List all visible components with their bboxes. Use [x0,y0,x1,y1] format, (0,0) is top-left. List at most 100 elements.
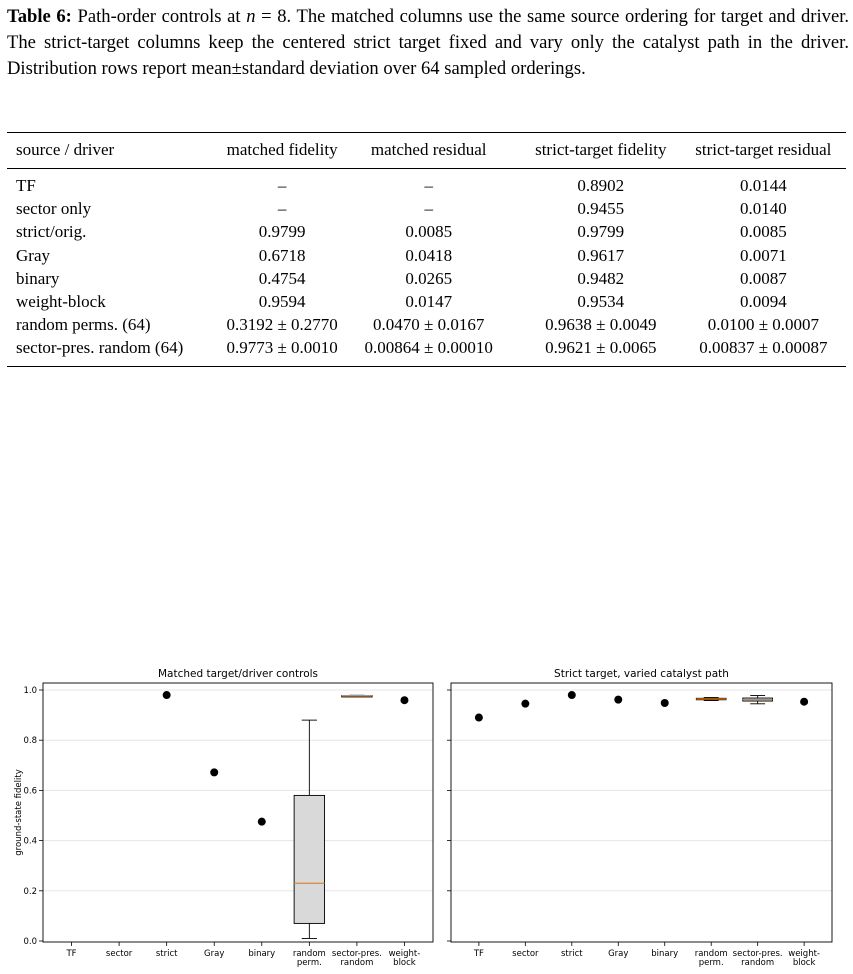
value-cell: – [277,176,287,195]
header-matched-fidelity: matched fidelity [213,132,351,169]
value-cell: 0.9594 [258,292,306,312]
x-tick-label: sector [106,949,133,959]
table-row: sector only – – 0.9455 0.0140 [7,197,846,220]
row-label-cell: TF [16,176,36,195]
x-tick-label: binary [651,949,678,959]
table-header-row: source / driver matched fidelity matched… [7,132,846,169]
y-tick-label: 1.0 [23,686,37,696]
value-cell: 0.00837 ± 0.00087 [680,336,846,367]
value-cell: 0.0418 [405,245,453,265]
box-body [293,794,326,924]
x-tick-label: random perm. [293,949,326,968]
value-cell: 0.0085 [405,222,453,242]
y-tick-label: 0.2 [23,887,37,897]
x-tick-label: strict [156,949,178,959]
value-cell: 0.8902 [577,176,625,195]
x-tick-label: strict [561,949,583,959]
header-strict-target-residual: strict-target residual [680,132,846,169]
row-label-cell: strict/orig. [16,222,87,242]
results-table: source / driver matched fidelity matched… [7,132,846,367]
row-label-cell: random perms. (64) [16,315,151,335]
table-row: binary 0.4754 0.0265 0.9482 0.0087 [7,267,846,290]
row-label-cell: Gray [16,245,50,265]
data-point [521,699,530,708]
value-cell: 0.0265 [405,268,453,288]
row-label-cell: sector-pres. random (64) [7,336,214,367]
data-point [474,713,483,722]
value-cell: 0.9617 [577,245,625,265]
data-point [400,696,409,705]
data-point [567,691,576,700]
y-tick-label: 0.4 [23,837,37,847]
table-body: TF – – 0.8902 0.0144 sector only – – 0.9455 0.014… [7,169,846,367]
fidelity-figure: Matched target/driver controls 0.0 0.2 0.4 0… [14,668,833,968]
value-cell: 0.0140 [739,199,787,219]
data-point [800,697,809,706]
data-point [257,817,266,826]
value-cell: 0.9799 [577,222,625,242]
y-axis-label: ground-state fidelity [14,769,24,855]
x-tick-label: Gray [204,949,224,959]
value-cell: 0.0147 [405,292,453,312]
value-cell: 0.9638 ± 0.0049 [545,315,657,335]
panel-title: Strict target, varied catalyst path [554,668,729,680]
data-point [614,695,623,704]
value-cell: 0.9799 [258,222,306,242]
data-point [162,691,171,700]
caption-text-rest: = 8. The matched columns use the same so… [7,6,850,79]
table-row: weight-block 0.9594 0.0147 0.9534 0.0094 [7,290,846,313]
value-cell: – [277,199,287,219]
caption-text-start: Path-order controls at [77,6,247,27]
table-row: strict/orig. 0.9799 0.0085 0.9799 0.0085 [7,220,846,243]
x-tick-label: random perm. [695,949,728,968]
y-tick-label: 0.6 [23,786,37,796]
table-row: TF – – 0.8902 0.0144 [7,169,846,198]
value-cell: 0.0144 [739,176,787,195]
panel-title: Matched target/driver controls [158,668,318,680]
value-cell: 0.4754 [258,268,306,288]
x-tick-label: Gray [608,949,628,959]
table-row: random perms. (64) 0.3192 ± 0.2770 0.0470 … [7,313,846,336]
value-cell: 0.0087 [739,268,787,288]
value-cell: 0.3192 ± 0.2770 [226,315,338,335]
plot-frame [42,682,434,943]
y-tick-label: 0.0 [23,937,37,947]
value-cell: 0.0085 [739,222,787,242]
data-point [660,699,669,708]
y-tick-label: 0.8 [23,736,37,746]
row-label-cell: sector only [16,199,92,219]
table-row: Gray 0.6718 0.0418 0.9617 0.0071 [7,244,846,267]
x-tick-label: weight-block [389,949,421,968]
value-cell: 0.9482 [577,268,625,288]
x-tick-label: TF [65,949,76,959]
value-cell: 0.0100 ± 0.0007 [707,315,820,335]
table-label: Table 6: [7,6,72,27]
value-cell: 0.0470 ± 0.0167 [373,315,485,335]
header-strict-target-fidelity: strict-target fidelity [520,132,681,169]
x-tick-label: TF [473,949,484,959]
value-cell: 0.9773 ± 0.0010 [213,336,351,367]
value-cell: 0.9534 [577,292,625,312]
x-tick-label: sector [512,949,539,959]
value-cell: 0.6718 [258,245,306,265]
value-cell: 0.9621 ± 0.0065 [520,336,681,367]
caption-n-symbol: n [246,6,256,27]
x-tick-label: sector-pres. random [733,949,783,968]
header-source-driver: source / driver [7,132,214,169]
row-label-cell: weight-block [16,292,106,312]
value-cell: 0.0071 [739,245,787,265]
header-matched-residual: matched residual [350,132,507,169]
value-cell: 0.0094 [739,292,787,312]
row-label-cell: binary [16,268,60,288]
value-cell: – [424,199,433,219]
x-tick-label: sector-pres. random [332,949,382,968]
value-cell: 0.00864 ± 0.00010 [350,336,507,367]
data-point [210,768,219,777]
value-cell: – [424,176,433,195]
x-tick-label: weight-block [788,949,820,968]
table-caption: Table 6: Path-order controls at n = 8. T… [7,4,849,82]
value-cell: 0.9455 [577,199,625,219]
x-tick-label: binary [248,949,275,959]
plot-frame [450,682,833,943]
table-row: sector-pres. random (64) 0.9773 ± 0.0010 0… [7,336,846,367]
